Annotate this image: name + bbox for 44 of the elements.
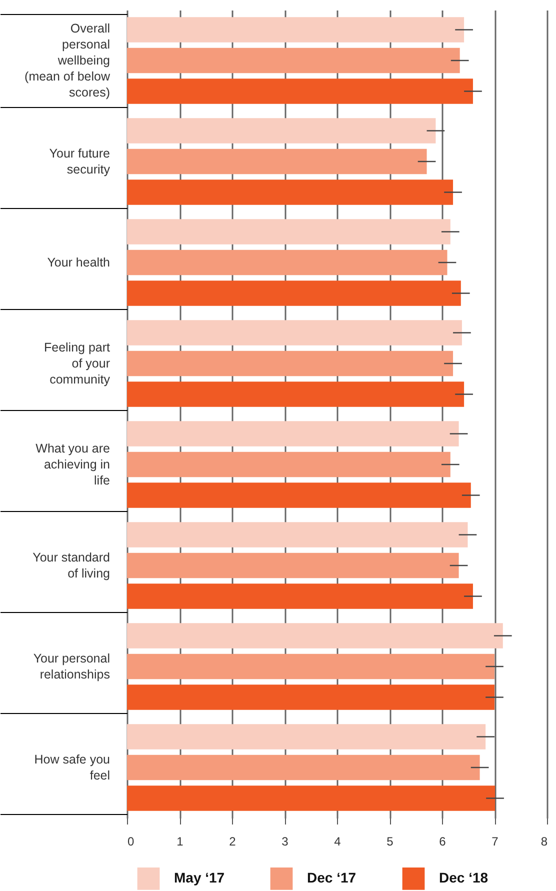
- bar: [127, 623, 503, 648]
- bar: [127, 584, 473, 609]
- y-tick-label: Your personal relationships: [33, 652, 110, 682]
- bar: [127, 786, 496, 811]
- bar: [127, 754, 480, 780]
- y-tick-label: Your standard of living: [32, 550, 110, 580]
- y-tick-label: Overall personal wellbeing (mean of below scores): [24, 22, 111, 100]
- y-tick-label: Your future security: [49, 146, 111, 176]
- x-tick-label: 4: [334, 834, 342, 848]
- bar: [127, 148, 427, 174]
- bar: [127, 17, 464, 42]
- x-tick-label: 0: [128, 834, 134, 848]
- bar: [127, 118, 436, 144]
- bar: [127, 684, 494, 710]
- bar: [127, 421, 459, 446]
- bar: [127, 552, 459, 578]
- legend-label: Dec ‘18: [439, 870, 488, 886]
- x-tick-label: 3: [282, 834, 289, 848]
- bar: [127, 382, 464, 407]
- x-tick-label: 6: [439, 834, 446, 848]
- y-tick-label: Your health: [47, 256, 110, 270]
- bar: [127, 280, 461, 306]
- x-tick-label: 7: [492, 834, 499, 848]
- legend-label: Dec ‘17: [307, 870, 356, 886]
- bar: [127, 48, 460, 74]
- x-tick-label: 5: [386, 834, 394, 848]
- y-tick-label: Feeling part of your community: [44, 340, 111, 386]
- x-tick-label: 2: [229, 834, 236, 848]
- bar: [127, 78, 473, 104]
- bar: [127, 250, 448, 276]
- x-tick-label: 1: [176, 834, 184, 848]
- bar: [127, 320, 462, 346]
- legend-label: May ‘17: [174, 870, 225, 886]
- y-tick-label: How safe you feel: [34, 752, 110, 782]
- bar: [127, 482, 471, 508]
- bar: [127, 219, 450, 244]
- bar: [127, 724, 486, 750]
- x-tick-label: 8: [540, 834, 548, 848]
- bar: [127, 180, 454, 205]
- bar: [127, 350, 454, 376]
- bar: [127, 522, 468, 548]
- bar: [127, 452, 450, 478]
- bar: [127, 654, 494, 680]
- y-tick-label: What you are achieving in life: [36, 442, 110, 488]
